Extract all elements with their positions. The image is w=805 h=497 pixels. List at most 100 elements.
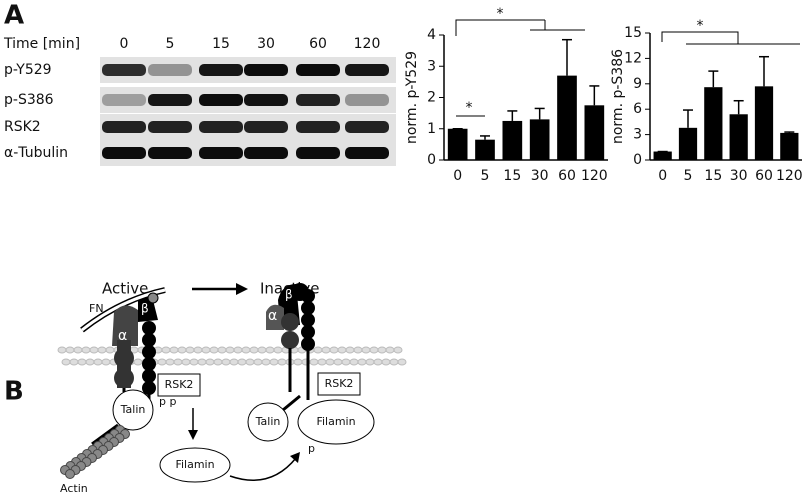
membrane [57, 346, 407, 366]
talin [247, 402, 289, 442]
lipid [373, 358, 383, 366]
x-tick-label: 30 [531, 168, 549, 184]
lipid [277, 358, 287, 366]
lipid [77, 358, 87, 366]
band [199, 121, 243, 133]
time-label: 5 [166, 36, 175, 52]
band [296, 121, 340, 133]
bar [678, 127, 698, 160]
filamin-label: Filamin [175, 458, 214, 471]
lipid [229, 358, 239, 366]
band [199, 94, 243, 106]
panel-label: A [4, 1, 24, 31]
y-tick-label: 12 [624, 50, 642, 66]
lipid [161, 346, 171, 354]
lipid [321, 346, 331, 354]
x-tick-label: 5 [481, 168, 490, 184]
bar [780, 132, 799, 160]
lipid [217, 346, 227, 354]
link [91, 423, 119, 446]
lipid [245, 358, 255, 366]
bar [729, 114, 748, 160]
bar [584, 105, 605, 160]
bar [475, 139, 495, 160]
actin-bead [65, 469, 75, 479]
time-label: 60 [309, 36, 327, 52]
rsk2-label: RSK2 [325, 377, 354, 390]
lipid [261, 358, 271, 366]
band [244, 121, 288, 133]
lipid [201, 346, 211, 354]
y-tick-label: 0 [427, 152, 436, 168]
lipid [205, 358, 215, 366]
band [102, 94, 146, 106]
row-label: p-Y529 [4, 62, 52, 78]
talin [112, 389, 154, 431]
lipid [381, 358, 391, 366]
x-tick-label: 5 [684, 168, 693, 184]
x-tick-label: 60 [558, 168, 576, 184]
band [102, 147, 146, 159]
phospho-label: p p [159, 395, 176, 408]
rsk2-box [317, 372, 361, 396]
lipid [389, 358, 399, 366]
lipid [353, 346, 363, 354]
arrow-head [236, 283, 248, 295]
x-tick-label: 120 [776, 168, 803, 184]
lipid [213, 358, 223, 366]
lipid [237, 358, 247, 366]
lipid [81, 346, 91, 354]
lipid [101, 358, 111, 366]
lipid [309, 358, 319, 366]
y-tick-label: 15 [624, 25, 642, 41]
band [244, 94, 288, 106]
band [345, 147, 389, 159]
filamin-label: Filamin [316, 415, 355, 428]
talin-label: Talin [255, 415, 281, 428]
lipid [189, 358, 199, 366]
x-tick-label: 15 [503, 168, 521, 184]
phospho-label: p [308, 442, 315, 455]
alpha-head [266, 304, 284, 330]
significance-bracket [661, 31, 800, 45]
lipid [325, 358, 335, 366]
arrow-head [290, 452, 300, 463]
x-tick-label: 0 [658, 168, 667, 184]
band [345, 64, 389, 76]
lipid [193, 346, 203, 354]
x-tick-label: 0 [453, 168, 462, 184]
beta-leg [301, 289, 315, 351]
lipid [197, 358, 207, 366]
y-tick-label: 6 [633, 101, 642, 117]
filamin [297, 399, 375, 445]
rsk2-box [157, 373, 201, 397]
lipid [209, 346, 219, 354]
talin-label: Talin [120, 403, 146, 416]
band [345, 94, 389, 106]
beta-label: β [141, 302, 149, 316]
panel-label: B [4, 377, 24, 407]
row-label: RSK2 [4, 119, 41, 135]
fibronectin [81, 288, 166, 332]
lipid [241, 346, 251, 354]
lipid [313, 346, 323, 354]
significance-bracket [455, 19, 585, 36]
lipid [69, 358, 79, 366]
alpha-stalk [117, 340, 131, 388]
y-tick-label: 2 [427, 90, 436, 106]
alpha-leg [281, 313, 299, 349]
y-tick-label: 9 [633, 76, 642, 92]
lipid [133, 358, 143, 366]
lipid [361, 346, 371, 354]
link [282, 394, 301, 412]
time-label: 0 [120, 36, 129, 52]
lipid [357, 358, 367, 366]
lipid [257, 346, 267, 354]
lipid [253, 358, 263, 366]
bar [447, 128, 468, 160]
lipid [341, 358, 351, 366]
lipid [349, 358, 359, 366]
lipid [57, 346, 67, 354]
lipid [269, 358, 279, 366]
